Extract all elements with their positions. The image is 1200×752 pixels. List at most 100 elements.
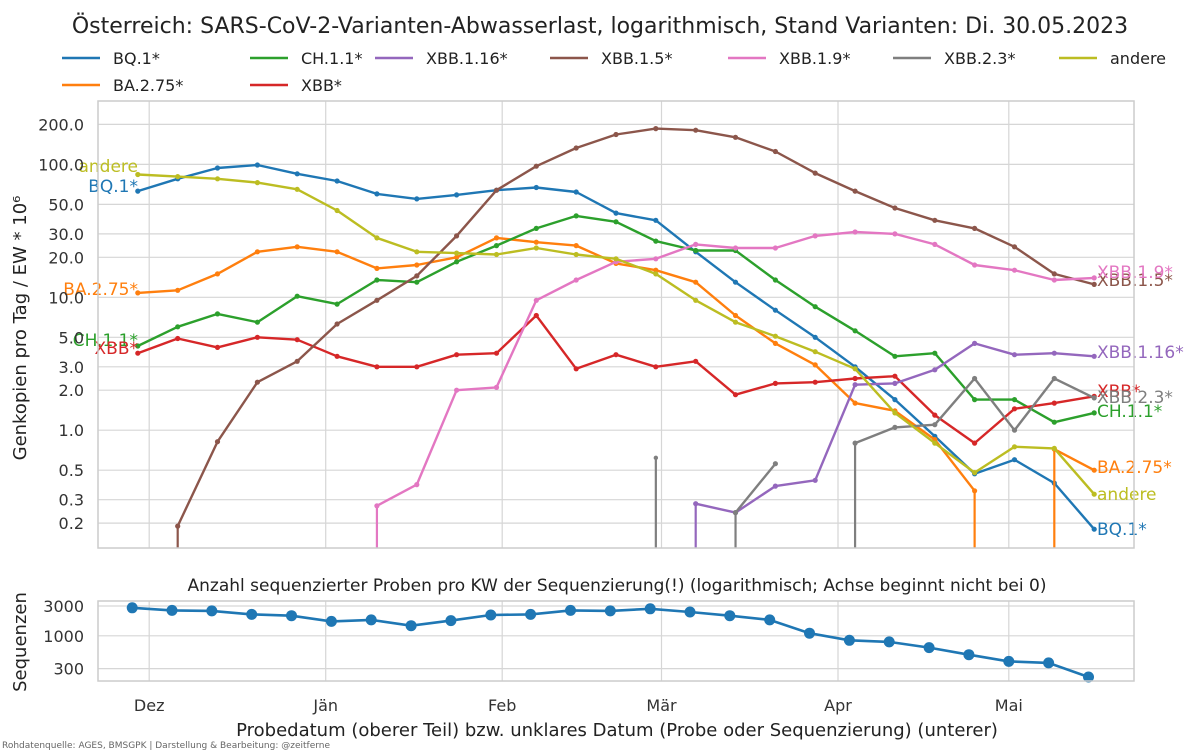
start-label: CH.1.1* [73, 331, 138, 351]
sequences-point [923, 642, 935, 654]
start-label: XBB* [95, 339, 138, 359]
sequences-point [246, 608, 258, 620]
series-line [734, 462, 777, 514]
end-label: BQ.1* [1097, 520, 1147, 540]
sequences-point [604, 605, 616, 617]
sub-y-tick-label: 3000 [43, 597, 84, 616]
x-tick-label: Apr [824, 696, 852, 715]
legend-label: XBB.1.9* [779, 49, 850, 68]
main-y-tick-label: 0.5 [59, 461, 84, 480]
legend-item: BA.2.75* [62, 76, 183, 95]
series-line [137, 236, 976, 492]
legend-label: CH.1.1* [301, 49, 362, 68]
main-y-tick-label: 100.0 [38, 155, 84, 174]
data-point [135, 171, 141, 178]
main-y-tick-label: 5.0 [59, 328, 84, 347]
legend-item: XBB.1.9* [728, 49, 850, 68]
series-andere [135, 171, 1097, 497]
end-label: andere [1097, 485, 1157, 505]
main-grid [98, 101, 1134, 548]
series-line [176, 127, 1095, 527]
data-point [135, 290, 141, 296]
main-y-tick-label: 200.0 [38, 115, 84, 134]
legend: BQ.1* BA.2.75* CH.1.1* XBB* XBB.1.16* XBB.1.5… [62, 49, 1166, 95]
series-line [1053, 448, 1095, 472]
sub-y-axis-label: Sequenzen [10, 592, 31, 692]
x-axis-label: Probedatum (oberer Teil) bzw. unklares D… [236, 720, 998, 741]
sequences-point [565, 604, 576, 616]
series-xbb19 [374, 229, 1097, 548]
legend-label: BA.2.75* [113, 76, 183, 95]
end-label: XBB.2.3* [1097, 388, 1173, 408]
main-y-tick-label: 2.0 [59, 381, 84, 400]
sequences-point [485, 609, 497, 621]
sequences-point [445, 615, 457, 627]
source-note: Rohdatenquelle: AGES, BMSGPK | Darstellu… [2, 741, 330, 751]
main-y-tick-label: 3.0 [59, 358, 84, 377]
main-y-tick-label: 10.0 [48, 288, 84, 307]
axes-layer: Dez Jän Feb Mär Apr Mai 0.2 0.3 0.5 1.0 2.0 3.0 5.0 1… [38, 100, 1135, 715]
main-y-tick-label: 0.3 [59, 491, 84, 510]
series-line [137, 214, 1095, 424]
legend-label: BQ.1* [113, 49, 160, 68]
start-label: andere [78, 157, 138, 177]
legend-label: andere [1110, 49, 1166, 68]
main-plot-frame [97, 100, 1135, 549]
legend-item: BQ.1* [62, 49, 160, 68]
series-line [854, 377, 1095, 445]
series-xbb15 [175, 126, 1097, 548]
sequences-line [132, 606, 1089, 679]
legend-item: XBB.1.5* [550, 49, 672, 68]
legend-label: XBB.1.5* [601, 49, 672, 68]
sequences-point [1083, 671, 1094, 683]
series-line [376, 230, 1095, 507]
sequences-point [206, 605, 218, 617]
series-bq1 [135, 162, 1097, 532]
x-tick-label: Mai [995, 696, 1023, 715]
sequences-point [764, 614, 776, 626]
legend-label: XBB* [301, 76, 342, 95]
sub-title: Anzahl sequenzierter Proben pro KW der S… [188, 576, 1047, 596]
sub-y-tick-label: 300 [53, 660, 84, 679]
sequences-point [365, 614, 377, 626]
start-label: BA.2.75* [63, 280, 138, 300]
sequences-point [325, 615, 337, 627]
series-line [137, 314, 1095, 445]
series-line [137, 163, 1096, 530]
end-label: XBB.1.5* [1097, 271, 1173, 291]
end-label: XBB.1.16* [1097, 343, 1184, 363]
legend-item: XBB* [250, 76, 342, 95]
legend-item: andere [1059, 49, 1166, 68]
legend-item: CH.1.1* [250, 49, 362, 68]
sequences-point [843, 634, 855, 646]
sub-grid [98, 601, 1134, 681]
series-line [137, 173, 1096, 495]
sequences-point [883, 636, 895, 648]
sequences-point [166, 604, 178, 616]
series-ch11 [135, 213, 1097, 425]
sequences-point [684, 606, 696, 618]
series-line [695, 342, 1095, 514]
main-series-layer [135, 126, 1097, 548]
end-label: XBB* [1097, 382, 1140, 402]
x-tick-label: Mär [646, 696, 677, 715]
sequences-point [724, 610, 736, 622]
series-xbb23 [653, 375, 1097, 548]
sub-plot-frame [97, 600, 1135, 682]
end-label: CH.1.1* [1097, 402, 1162, 422]
x-tick-label: Dez [134, 696, 165, 715]
sequences-point [804, 627, 815, 639]
sequences-point [126, 602, 138, 614]
sequences-point [963, 649, 975, 661]
sequences-point [286, 610, 297, 622]
sequences-point [405, 620, 417, 632]
main-y-tick-label: 20.0 [48, 248, 84, 267]
x-tick-label: Feb [488, 696, 516, 715]
main-y-axis-label: Genkopien pro Tag / EW * 10⁶ [10, 196, 31, 461]
start-label: BQ.1* [88, 177, 138, 197]
main-y-tick-label: 0.2 [59, 514, 84, 533]
sequences-point [525, 608, 537, 620]
sub-y-tick-label: 1000 [43, 627, 84, 646]
